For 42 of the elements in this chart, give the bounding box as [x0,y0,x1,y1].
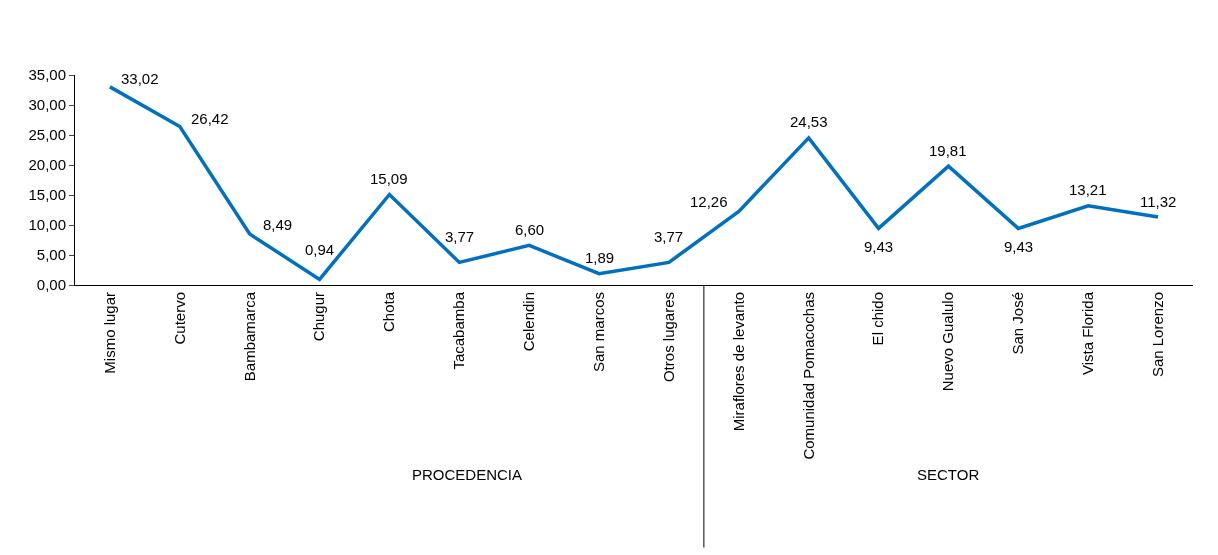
x-tick-label: Mismo lugar [100,292,118,374]
x-tick-label: Chugur [310,292,328,342]
x-tick-label: San marcos [589,292,607,373]
data-label: 11,32 [1140,193,1177,210]
data-label: 19,81 [929,142,967,159]
y-tick-label: 10,00 [28,216,66,234]
y-tick-label: 20,00 [28,156,66,174]
text: PROCEDENCIA [412,466,523,483]
data-label: 3,77 [445,228,475,245]
y-tick-label: 0,00 [36,276,66,294]
y-tick-label: 30,00 [28,96,66,114]
x-tick-label: Miraflores de levanto [729,292,747,432]
data-label: 6,60 [515,221,545,238]
data-label: 13,21 [1069,181,1107,198]
data-label: 33,02 [121,70,159,87]
x-tick-label: Tacabamba [450,291,468,370]
y-tick-label: 25,00 [28,126,66,144]
x-tick-label: San José [1009,292,1027,355]
x-tick-label: El chido [869,292,887,346]
x-tick-label: Otros lugares [659,292,677,383]
data-label: 8,49 [263,216,293,233]
x-tick-label: Nuevo Gualulo [939,292,957,392]
data-label: 9,43 [1004,238,1034,255]
data-label: 15,09 [370,170,408,187]
y-tick-label: 15,00 [28,186,66,204]
data-label: 12,26 [690,193,728,210]
data-label: 9,43 [864,238,894,255]
x-tick-label: Cutervo [170,292,188,345]
x-tick-label: San Lorenzo [1148,292,1166,378]
x-tick-label: Celendin [520,292,538,352]
data-label: 24,53 [790,113,828,130]
x-tick-label: Chota [380,291,398,333]
text: SECTOR [917,466,980,483]
data-label: 0,94 [305,241,335,258]
x-tick-label: Vista Florida [1079,291,1097,376]
y-tick-label: 35,00 [28,66,66,84]
data-label: 1,89 [585,249,615,266]
x-tick-label: Comunidad Pomacochas [799,292,817,460]
y-tick-label: 5,00 [36,246,66,264]
x-tick-label: Bambamarca [240,291,258,382]
data-label: 3,77 [654,228,684,245]
data-label: 26,42 [191,110,229,127]
